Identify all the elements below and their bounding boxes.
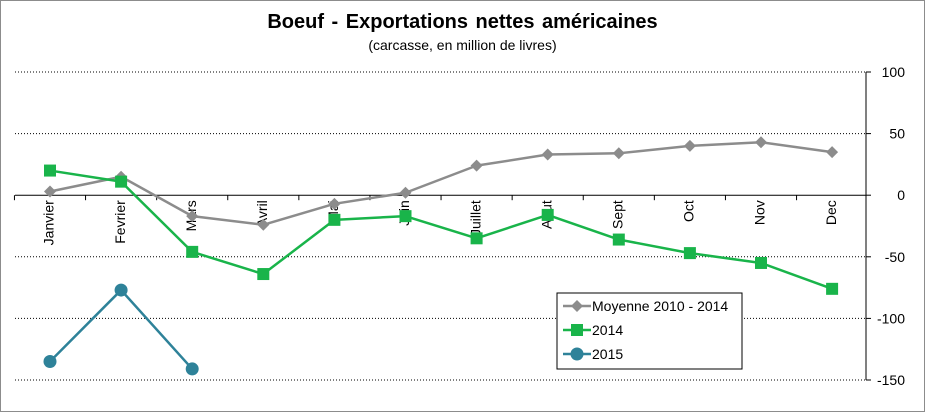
data-point — [257, 268, 270, 281]
y-tick-label: -100 — [877, 310, 905, 326]
legend: Moyenne 2010 - 2014 2014 2015 — [556, 292, 743, 370]
data-point — [185, 362, 199, 376]
data-point — [755, 136, 767, 149]
data-point — [826, 282, 839, 295]
data-point — [612, 233, 625, 246]
series-line — [49, 288, 194, 370]
series-3 — [43, 283, 199, 376]
x-tick-label: Fevrier — [112, 200, 128, 244]
x-tick-label: Oct — [681, 200, 697, 222]
x-tick-label: Sept — [610, 200, 626, 229]
series-line — [49, 140, 833, 227]
data-point — [612, 147, 625, 160]
legend-label: 2015 — [592, 346, 623, 362]
data-point — [328, 213, 341, 226]
chart-title: Boeuf - Exportations nettes américaines — [267, 11, 658, 33]
y-tick-label: -50 — [885, 249, 905, 265]
data-point — [470, 232, 483, 245]
data-point — [571, 324, 583, 336]
data-point — [44, 185, 56, 198]
series-2 — [44, 164, 839, 295]
data-point — [826, 146, 839, 159]
data-point — [328, 197, 341, 210]
legend-label: Moyenne 2010 - 2014 — [592, 298, 728, 314]
x-tick-label: Dec — [823, 200, 839, 225]
data-point — [755, 256, 767, 269]
data-point — [683, 139, 696, 152]
y-tick-label: 100 — [882, 64, 906, 80]
data-point — [186, 210, 199, 223]
legend-label: 2014 — [592, 322, 623, 338]
data-point — [44, 164, 56, 177]
data-point — [541, 208, 554, 221]
data-point — [257, 218, 270, 231]
x-tick-label: Janvier — [41, 200, 57, 245]
chart-subtitle: (carcasse, en million de livres) — [368, 37, 557, 53]
data-point — [683, 247, 696, 260]
data-point — [115, 175, 128, 188]
series-line — [49, 169, 833, 291]
y-tick-label: 0 — [897, 187, 905, 203]
data-point — [470, 159, 483, 172]
data-point — [399, 210, 412, 223]
data-point — [541, 148, 554, 161]
data-point — [114, 283, 128, 297]
data-point — [43, 355, 57, 369]
data-point — [186, 245, 199, 258]
x-tick-label: Juillet — [467, 200, 483, 236]
data-point — [571, 300, 583, 312]
x-tick-label: Avril — [254, 200, 270, 227]
x-tick-label: Nov — [752, 200, 768, 225]
data-point — [570, 347, 584, 361]
series-1 — [44, 136, 839, 231]
gridlines: 100 50 0 -50 -100 -150 — [15, 64, 905, 388]
y-tick-label: 50 — [889, 126, 905, 142]
data-point — [399, 186, 412, 199]
y-tick-label: -150 — [877, 372, 905, 388]
